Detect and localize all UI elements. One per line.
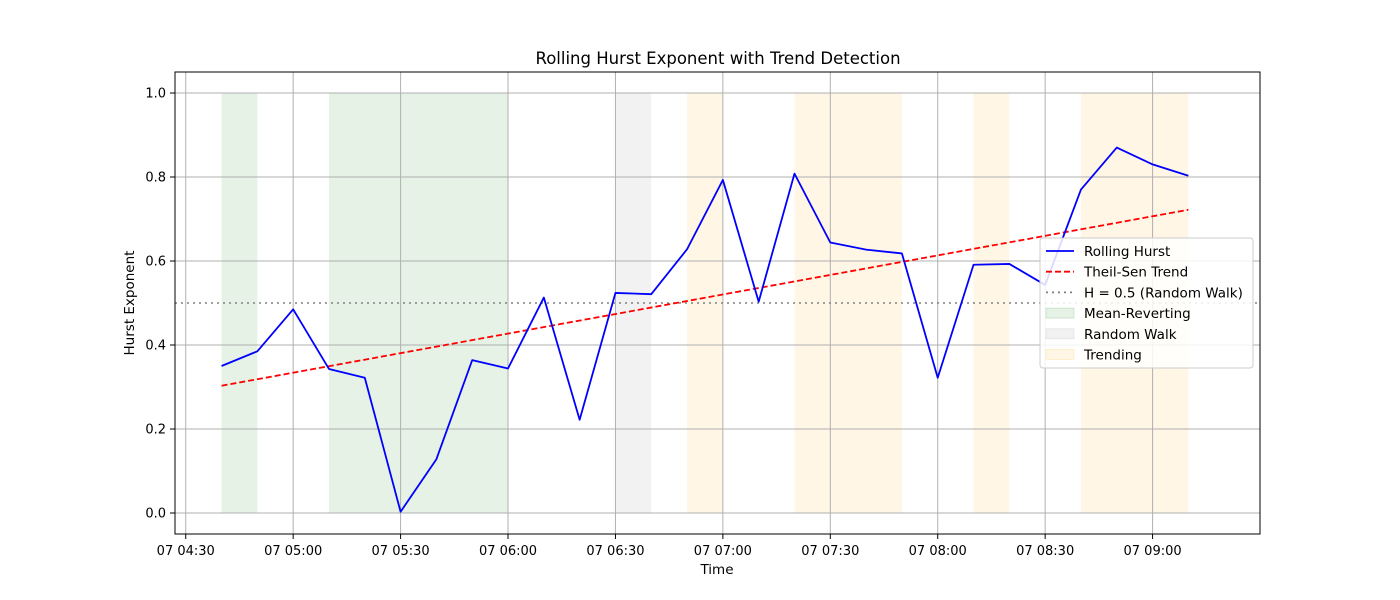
legend-trending-label: Trending — [1083, 348, 1142, 364]
x-tick-label: 07 04:30 — [157, 544, 215, 559]
regime-band-random-walk — [615, 93, 652, 513]
x-tick-label: 07 06:30 — [586, 544, 644, 559]
y-tick-label: 0.0 — [145, 507, 166, 522]
legend-mean-reverting-swatch — [1045, 307, 1075, 319]
y-tick-label: 0.2 — [145, 423, 166, 438]
y-axis-label: Hurst Exponent — [122, 251, 138, 356]
x-tick-label: 07 05:30 — [372, 544, 430, 559]
x-tick-label: 07 09:00 — [1124, 544, 1182, 559]
legend-rolling-hurst-label: Rolling Hurst — [1084, 244, 1170, 260]
plot-lines — [175, 146, 1260, 513]
x-tick-label: 07 08:00 — [909, 544, 967, 559]
x-tick-label: 07 07:30 — [801, 544, 859, 559]
y-tick-label: 0.4 — [145, 339, 166, 354]
chart-title: Rolling Hurst Exponent with Trend Detect… — [535, 49, 900, 68]
x-axis-label: Time — [699, 562, 733, 578]
rolling-hurst-line — [221, 146, 1189, 513]
x-tick-label: 07 08:30 — [1016, 544, 1074, 559]
y-tick-label: 1.0 — [145, 87, 166, 102]
legend-random-walk-swatch — [1045, 328, 1075, 340]
x-tick-label: 07 05:00 — [264, 544, 322, 559]
y-tick-label: 0.8 — [145, 171, 166, 186]
legend-mean-reverting-label: Mean-Reverting — [1084, 306, 1191, 322]
y-tick-label: 0.6 — [145, 255, 166, 270]
axis-ticks: 07 04:30 07 05:00 07 05:30 07 06:00 07 06:30… — [145, 87, 1181, 560]
legend-random-walk-line-label: H = 0.5 (Random Walk) — [1084, 285, 1243, 301]
x-tick-label: 07 07:00 — [694, 544, 752, 559]
legend-random-walk-label: Random Walk — [1084, 327, 1177, 343]
legend-trending-swatch — [1045, 349, 1075, 360]
plot-frame — [174, 71, 1261, 535]
legend-box — [1039, 237, 1254, 369]
theil-sen-trend-line — [221, 208, 1189, 387]
legend-theil-sen-trend-label: Theil-Sen Trend — [1083, 265, 1188, 281]
legend: Rolling Hurst Theil-Sen Trend H = 0.5 (Ran… — [1039, 237, 1254, 369]
regime-band-mean-reverting — [328, 93, 509, 513]
regime-band-mean-reverting — [221, 93, 258, 513]
x-tick-label: 07 06:00 — [479, 544, 537, 559]
